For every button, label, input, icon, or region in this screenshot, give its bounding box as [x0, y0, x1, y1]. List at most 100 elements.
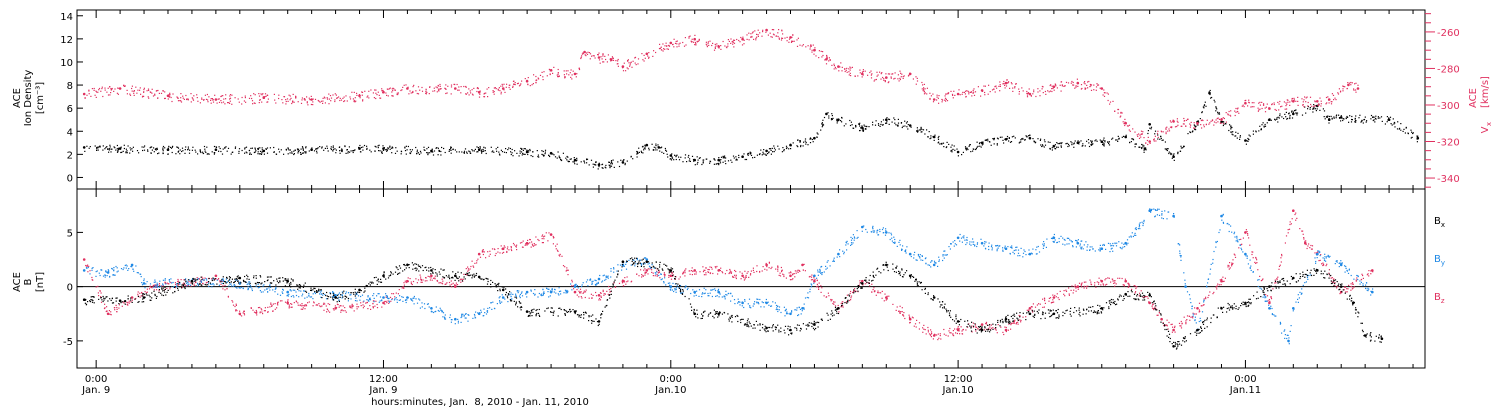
density-sample [1323, 116, 1325, 118]
bz-sample [532, 245, 535, 247]
vx-sample [576, 73, 578, 75]
bz-sample [1162, 322, 1164, 324]
vx-sample [799, 44, 801, 46]
density-sample [862, 129, 864, 131]
density-sample [1217, 113, 1219, 115]
vx-sample [1271, 104, 1273, 106]
vx-sample [674, 42, 677, 44]
vx-sample [1004, 87, 1006, 89]
density-sample [476, 151, 478, 153]
vx-sample [428, 93, 430, 95]
bz-sample [709, 272, 711, 275]
bz-sample [1267, 300, 1269, 302]
vx-sample [260, 93, 262, 95]
bz-sample [561, 255, 563, 257]
by-sample [369, 299, 372, 301]
by-sample [345, 291, 347, 293]
density-sample [928, 131, 930, 133]
bz-sample [1336, 285, 1338, 287]
density-sample [1080, 140, 1082, 142]
bz-point [1220, 279, 1223, 283]
vx-sample [1355, 82, 1357, 84]
vx-sample [1022, 90, 1024, 92]
bz-sample [1252, 257, 1254, 259]
density-sample [427, 146, 430, 148]
by-point [1371, 290, 1374, 294]
bz-sample [204, 277, 206, 279]
by-sample [413, 303, 415, 305]
vx-sample [407, 86, 409, 88]
density-sample [1232, 134, 1234, 136]
density-sample [1390, 123, 1392, 125]
vx-sample [610, 60, 612, 62]
bz-sample [1113, 280, 1115, 282]
vx-sample [335, 94, 337, 96]
bz-sample [222, 288, 224, 290]
density-sample [466, 152, 468, 154]
density-sample [438, 150, 440, 152]
vx-sample [923, 91, 925, 93]
bz-sample [1081, 286, 1083, 288]
by-sample [306, 296, 308, 298]
bz-sample [647, 268, 649, 270]
vx-sample [1354, 83, 1356, 85]
vx-sample [542, 76, 544, 78]
density-sample [1090, 143, 1092, 146]
vx-sample [1075, 85, 1077, 87]
bz-sample [916, 319, 918, 321]
bz-sample [603, 293, 605, 295]
density-sample [1218, 112, 1220, 114]
bz-sample [305, 304, 307, 306]
by-sample [292, 289, 294, 291]
vx-sample [391, 88, 393, 90]
density-sample [675, 155, 677, 157]
vx-sample [1090, 84, 1093, 86]
bz-sample [1308, 243, 1310, 245]
vx-sample [1026, 90, 1028, 93]
by-sample [439, 307, 441, 309]
bz-sample [200, 279, 202, 281]
density-sample [440, 150, 442, 153]
vx-sample [837, 66, 840, 68]
density-sample [496, 150, 498, 152]
bz-sample [911, 316, 913, 318]
by-sample [534, 293, 536, 295]
vx-sample [580, 56, 582, 58]
vx-sample [396, 92, 398, 94]
vx-sample [762, 31, 764, 33]
vx-sample [503, 87, 505, 89]
density-sample [407, 145, 409, 148]
vx-sample [615, 60, 617, 62]
bz-sample [909, 322, 911, 324]
vx-sample [1003, 80, 1005, 83]
density-sample [1010, 141, 1013, 143]
vx-sample [643, 60, 645, 62]
bz-sample [431, 279, 433, 281]
density-sample [937, 137, 939, 139]
bz-sample [974, 324, 977, 326]
bz-sample [783, 275, 785, 278]
vx-sample [139, 87, 141, 89]
vx-sample [825, 63, 828, 65]
vx-sample [951, 93, 954, 95]
bz-sample [253, 311, 256, 313]
bz-sample [1083, 287, 1085, 289]
density-sample [125, 151, 127, 153]
density-sample [674, 154, 676, 156]
vx-sample [877, 74, 879, 76]
vx-sample [1015, 83, 1017, 85]
bz-sample [409, 278, 411, 280]
density-sample [1132, 138, 1134, 140]
density-sample [574, 163, 576, 165]
bottom-panel-frame [76, 188, 1426, 369]
vx-sample [1177, 124, 1179, 126]
bz-sample [202, 283, 204, 285]
vx-sample [642, 59, 644, 61]
density-sample [920, 127, 922, 130]
vx-sample [1044, 90, 1046, 93]
bz-sample [326, 308, 329, 310]
bz-sample [930, 331, 933, 333]
density-sample [1255, 131, 1257, 133]
bz-sample [386, 302, 388, 304]
bz-sample [1113, 282, 1115, 284]
